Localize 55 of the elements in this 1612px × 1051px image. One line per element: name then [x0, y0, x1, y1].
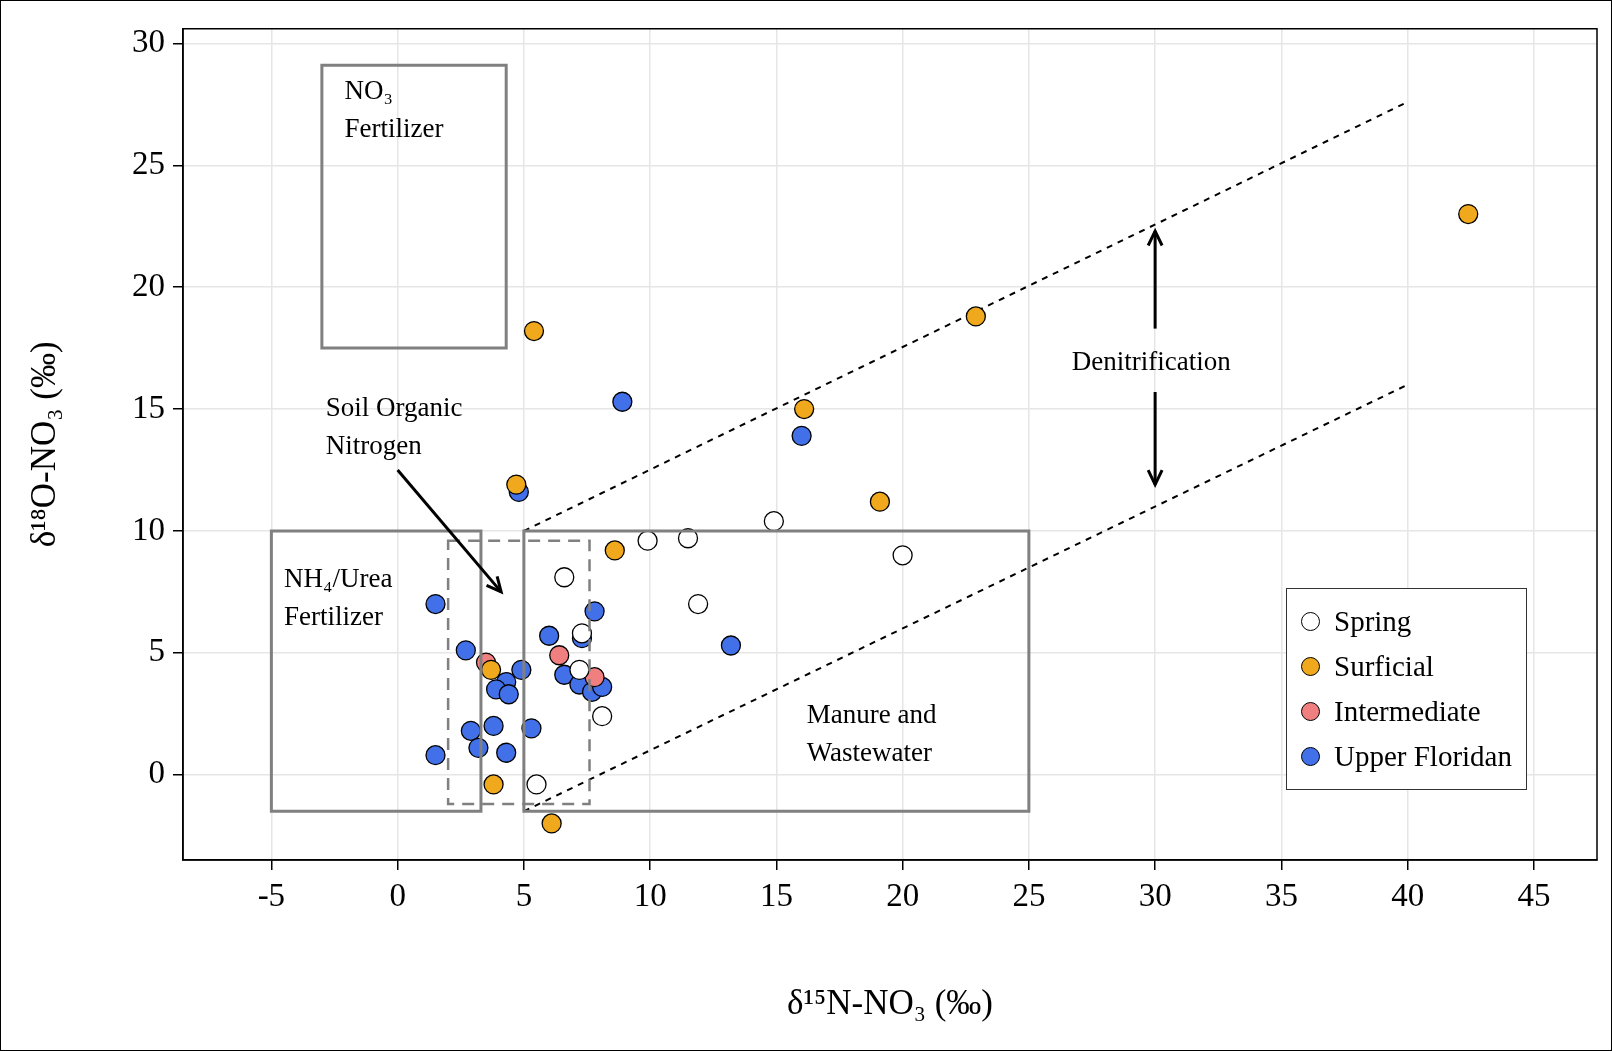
x-tick-label: 0 [389, 877, 406, 914]
point [425, 745, 446, 766]
x-tick-label: -5 [257, 877, 286, 914]
point [569, 659, 590, 681]
point [496, 742, 517, 763]
annotation: NH₄/Urea Fertilizer [284, 562, 393, 631]
x-tick-label: 40 [1391, 877, 1425, 914]
x-tick-label: 30 [1138, 877, 1172, 914]
point [869, 491, 891, 512]
legend-label: Upper Floridan [1334, 740, 1512, 773]
x-tick-label: 15 [759, 877, 793, 914]
y-tick-label: 10 [132, 510, 165, 547]
point [460, 720, 481, 741]
point [549, 645, 570, 666]
point [498, 684, 519, 705]
y-tick-label: 5 [148, 632, 165, 669]
point [538, 625, 560, 646]
legend-label: Spring [1334, 605, 1412, 638]
point [506, 474, 527, 495]
point [455, 640, 476, 661]
point [604, 540, 625, 561]
point [425, 593, 446, 615]
x-tick-label: 10 [633, 877, 667, 914]
point [483, 774, 504, 795]
legend-label: Intermediate [1334, 695, 1481, 728]
y-tick-label: 20 [132, 266, 165, 303]
point [791, 425, 812, 447]
point [480, 659, 502, 681]
legend-label: Surficial [1334, 650, 1434, 683]
annotation: Denitrification [1071, 345, 1232, 376]
point [720, 635, 742, 656]
point [571, 623, 593, 644]
y-axis-title: δ¹⁸O-NO₃ (‰) [24, 341, 64, 548]
y-tick-label: 15 [132, 388, 165, 425]
point [483, 715, 504, 737]
y-tick-label: 30 [132, 23, 165, 60]
point [1458, 203, 1479, 225]
point [965, 306, 986, 327]
y-tick-label: 0 [148, 754, 165, 791]
x-tick-label: 25 [1012, 877, 1046, 914]
annotation: Manure and Wastewater [806, 699, 937, 768]
x-tick-label: 35 [1264, 877, 1298, 914]
point [794, 398, 815, 420]
point [584, 601, 605, 622]
annotation: Soil Organic Nitrogen [325, 392, 463, 461]
annotation: NO₃ Fertilizer [344, 75, 444, 144]
x-tick-label: 5 [515, 877, 533, 914]
point [892, 545, 913, 566]
y-tick-label: 25 [132, 144, 165, 181]
x-tick-label: 45 [1517, 877, 1551, 914]
x-tick-label: 20 [886, 877, 920, 914]
x-axis-title: δ¹⁵N-NO₃ (‰) [787, 983, 993, 1023]
point [541, 813, 562, 834]
point [523, 320, 545, 342]
point [612, 391, 633, 412]
